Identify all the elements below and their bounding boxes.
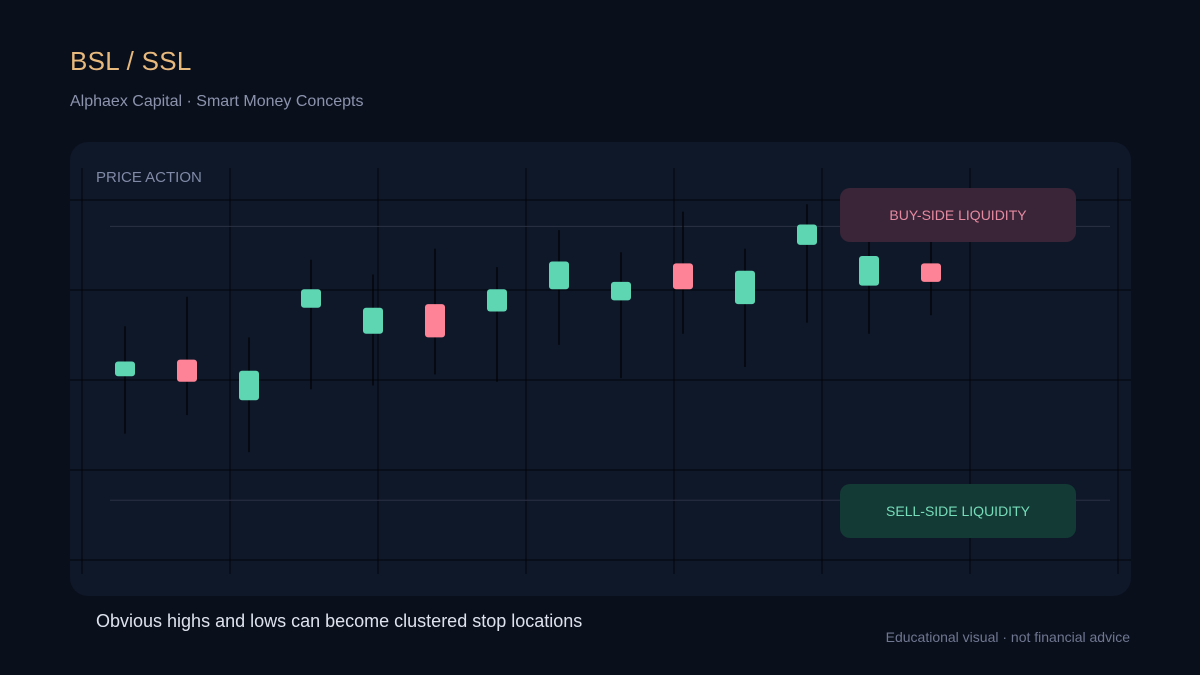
candles — [115, 200, 941, 453]
bullish-candle-body — [735, 270, 755, 305]
bullish-candle-body — [797, 224, 817, 245]
page-title: BSL / SSL — [70, 46, 192, 76]
price-action-panel: PRICE ACTION BUY-SIDE LIQUIDITY SELL-SID… — [70, 142, 1131, 596]
buy-side-liquidity-label: BUY-SIDE LIQUIDITY — [840, 188, 1076, 242]
bullish-candle-body — [611, 281, 631, 301]
buy-side-liquidity-text: BUY-SIDE LIQUIDITY — [889, 207, 1027, 223]
bullish-candle-body — [115, 361, 135, 377]
liquidity-levels — [110, 225, 1110, 501]
bearish-candle-body — [673, 263, 693, 290]
sell-side-liquidity-text: SELL-SIDE LIQUIDITY — [886, 503, 1030, 519]
bullish-candle-body — [363, 307, 383, 334]
sell-side-liquidity-label: SELL-SIDE LIQUIDITY — [840, 484, 1076, 538]
page-subtitle: Alphaex Capital · Smart Money Concepts — [70, 93, 364, 110]
panel-label: PRICE ACTION — [96, 169, 202, 186]
bullish-candle-body — [859, 256, 879, 286]
chart-caption: Obvious highs and lows can become cluste… — [96, 611, 583, 631]
bullish-candle-body — [487, 289, 507, 312]
disclaimer-footer: Educational visual · not financial advic… — [885, 629, 1130, 645]
bearish-candle-body — [425, 304, 445, 338]
bearish-candle-body — [921, 263, 941, 282]
bearish-candle-body — [177, 359, 197, 382]
bullish-candle-body — [549, 261, 569, 290]
bullish-candle-body — [239, 370, 259, 401]
bullish-candle-body — [301, 289, 321, 308]
